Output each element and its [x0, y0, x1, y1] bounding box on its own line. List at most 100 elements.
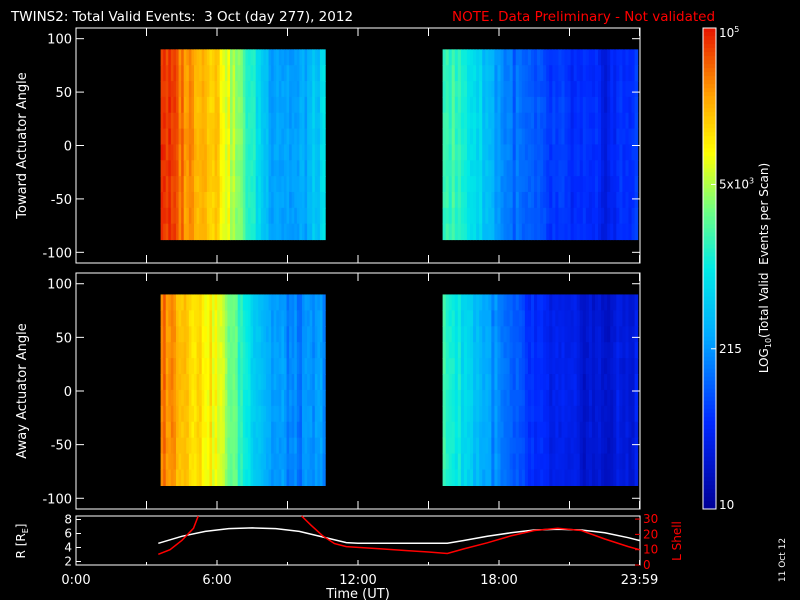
heatmap-cell: [543, 128, 547, 146]
heatmap-cell: [445, 405, 450, 423]
heatmap-cell: [237, 374, 241, 391]
heatmap-cell: [448, 207, 453, 225]
heatmap-cell: [204, 453, 208, 471]
heatmap-cell: [460, 176, 465, 193]
heatmap-cell: [567, 421, 572, 439]
heatmap-cell: [457, 207, 462, 225]
y-tick-label: 100: [47, 278, 72, 293]
colorbar-swatch: [703, 60, 716, 65]
heatmap-cell: [473, 374, 477, 391]
heatmap-cell: [312, 81, 316, 98]
heatmap-cell: [214, 469, 218, 486]
heatmap-cell: [634, 207, 639, 225]
heatmap-cell: [543, 342, 547, 359]
heatmap-cell: [588, 191, 593, 209]
heatmap-cell: [598, 49, 602, 66]
heatmap-cell: [598, 374, 602, 391]
heatmap-cell: [518, 128, 523, 146]
heatmap-cell: [278, 49, 282, 66]
heatmap-cell: [168, 207, 172, 225]
heatmap-cell: [170, 144, 175, 161]
heatmap-cell: [217, 469, 221, 486]
heatmap-cell: [445, 374, 450, 391]
heatmap-cell: [163, 144, 167, 161]
heatmap-cell: [240, 176, 244, 193]
heatmap-cell: [488, 405, 492, 423]
colorbar-swatch: [703, 384, 716, 390]
heatmap-cell: [232, 144, 236, 161]
heatmap-cell: [227, 469, 231, 486]
heatmap-cell: [286, 421, 290, 439]
heatmap-cell: [515, 469, 520, 486]
heatmap-cell: [613, 437, 617, 455]
heatmap-cell: [585, 207, 590, 225]
heatmap-cell: [199, 437, 203, 455]
heatmap-cell: [307, 326, 311, 343]
heatmap-cell: [540, 207, 544, 225]
heatmap-cell: [476, 96, 480, 114]
heatmap-cell: [201, 374, 205, 391]
heatmap-cell: [445, 49, 450, 66]
heatmap-cell: [191, 374, 195, 391]
heatmap-cell: [534, 310, 538, 327]
heatmap-cell: [530, 389, 535, 407]
heatmap-cell: [183, 176, 187, 193]
heatmap-cell: [276, 342, 280, 359]
heatmap-cell: [634, 144, 639, 161]
heatmap-cell: [473, 469, 477, 486]
heatmap-cell: [247, 421, 252, 439]
heatmap-cell: [227, 310, 231, 327]
heatmap-cell: [482, 342, 486, 359]
heatmap-cell: [470, 294, 474, 311]
x-tick-label: 23:59: [621, 573, 658, 588]
heatmap-cell: [500, 49, 505, 66]
heatmap-cell: [576, 405, 581, 423]
heatmap-cell: [601, 310, 605, 327]
heatmap-cell: [576, 389, 581, 407]
heatmap-cell: [485, 310, 489, 327]
heatmap-cell: [209, 310, 213, 327]
heatmap-cell: [199, 96, 203, 114]
heatmap-cell: [199, 469, 203, 486]
heatmap-cell: [301, 144, 306, 161]
heatmap-cell: [466, 144, 471, 161]
heatmap-cell: [322, 294, 326, 311]
heatmap-cell: [466, 49, 471, 66]
heatmap-cell: [497, 374, 502, 391]
colorbar-swatch: [703, 272, 716, 278]
heatmap-cell: [178, 405, 182, 423]
heatmap-cell: [558, 342, 563, 359]
heatmap-cell: [537, 176, 541, 193]
heatmap-cell: [610, 112, 614, 130]
heatmap-cell: [281, 389, 285, 407]
heatmap-cell: [170, 176, 175, 193]
heatmap-cell: [278, 96, 282, 114]
colorbar-swatch: [703, 244, 716, 249]
heatmap-cell: [296, 294, 300, 311]
heatmap-cell: [567, 294, 572, 311]
heatmap-cell: [555, 96, 560, 114]
heatmap-cell: [201, 112, 205, 130]
heatmap-cell: [537, 326, 541, 343]
heatmap-cell: [573, 437, 578, 455]
heatmap-cell: [307, 207, 311, 225]
heatmap-cell: [224, 223, 229, 241]
heatmap-cell: [319, 96, 324, 114]
heatmap-cell: [448, 469, 453, 486]
heatmap-cell: [260, 405, 265, 423]
heatmap-cell: [463, 389, 468, 407]
heatmap-cell: [271, 453, 275, 471]
heatmap-cell: [224, 128, 229, 146]
heatmap-cell: [610, 294, 614, 311]
heatmap-cell: [598, 310, 602, 327]
heatmap-cell: [570, 191, 575, 209]
heatmap-cell: [485, 128, 489, 146]
heatmap-cell: [191, 469, 195, 486]
heatmap-cell: [276, 310, 280, 327]
heatmap-cell: [451, 81, 456, 98]
heatmap-cell: [281, 326, 285, 343]
heatmap-cell: [222, 374, 226, 391]
heatmap-cell: [518, 65, 523, 82]
heatmap-cell: [260, 96, 265, 114]
heatmap-cell: [466, 294, 471, 311]
